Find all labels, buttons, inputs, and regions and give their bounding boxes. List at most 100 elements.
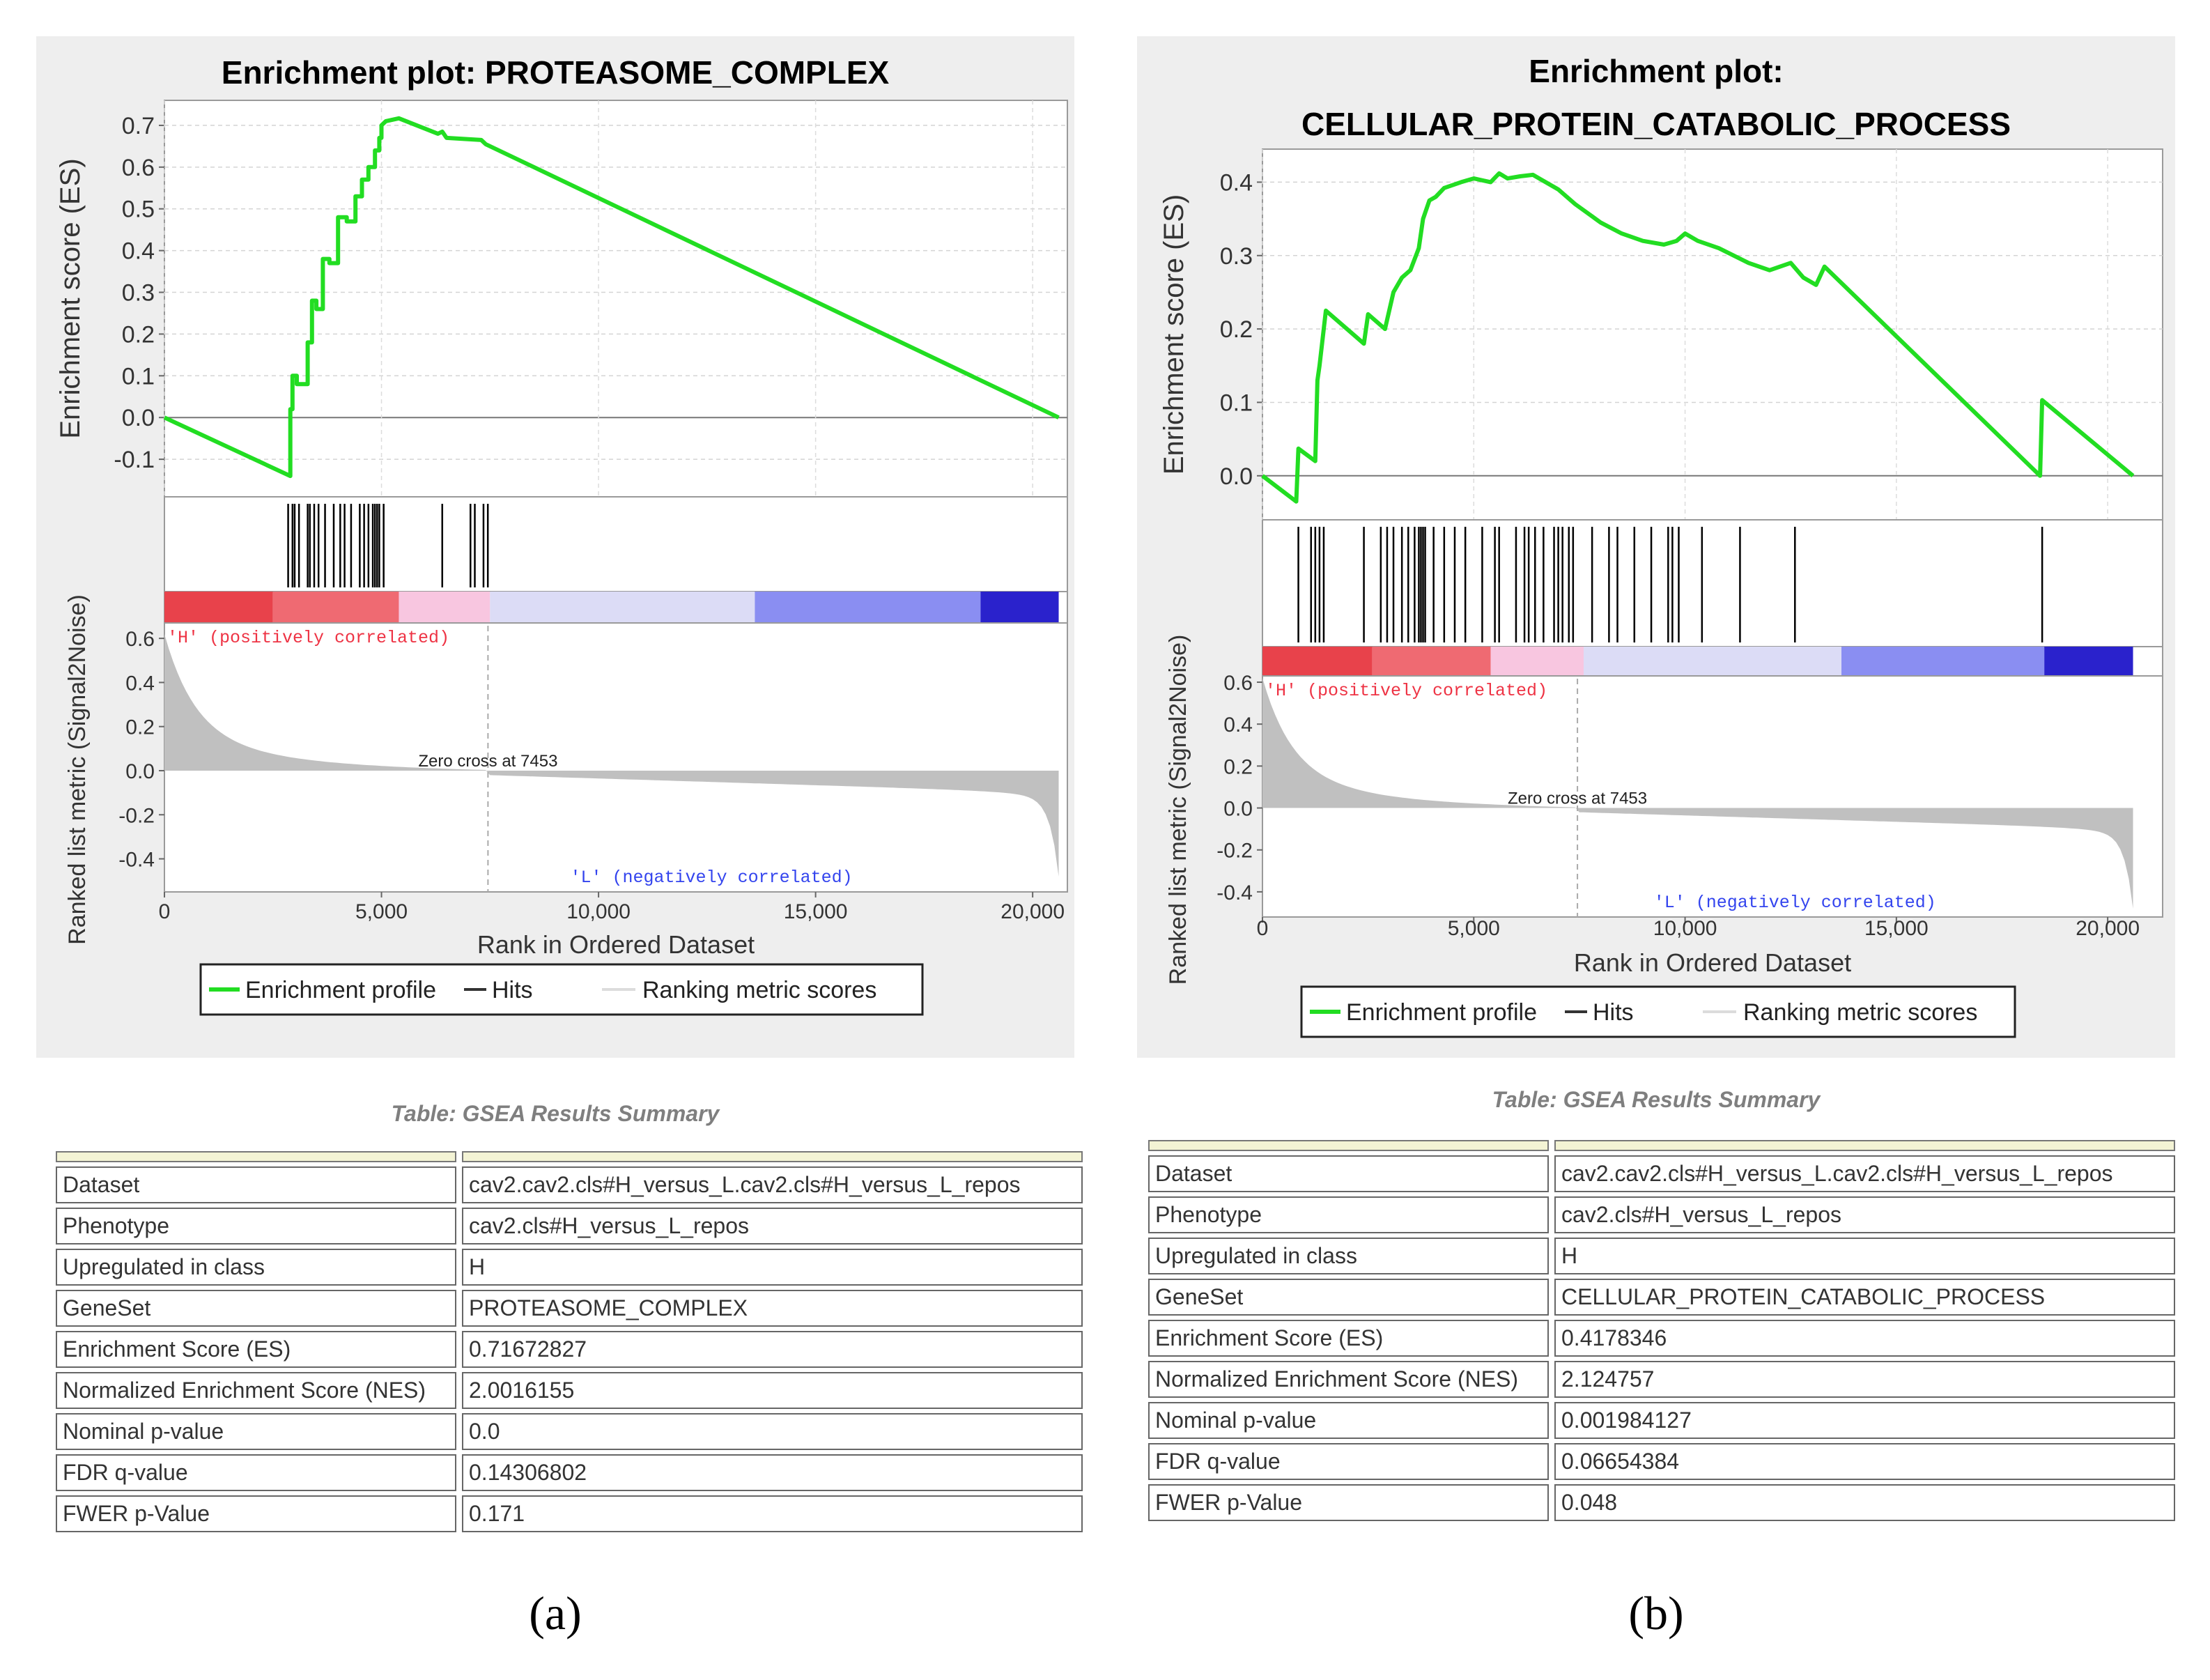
metric-axis-label: Ranked list metric (Signal2Noise) — [1165, 635, 1191, 985]
es-tick-label: 0.7 — [122, 113, 155, 139]
table-row-value: 2.0016155 — [462, 1372, 1083, 1409]
table-row-value: H — [462, 1249, 1083, 1286]
table-row-value: PROTEASOME_COMPLEX — [462, 1290, 1083, 1327]
metric-tick-label: -0.2 — [118, 804, 155, 827]
positive-label: 'H' (positively correlated) — [1265, 681, 1547, 701]
summary-table-a: Dataset cav2.cav2.cls#H_versus_L.cav2.cls… — [50, 1147, 1088, 1536]
table-row: Phenotype cav2.cls#H_versus_L_repos — [1148, 1196, 2175, 1233]
es-axis-label: Enrichment score (ES) — [55, 158, 86, 438]
table-row: FDR q-value 0.14306802 — [56, 1454, 1083, 1491]
negative-label: 'L' (negatively correlated) — [571, 868, 853, 888]
table-row-value: cav2.cls#H_versus_L_repos — [462, 1208, 1083, 1244]
table-row-value: 0.048 — [1554, 1484, 2175, 1521]
heatbar-segment — [164, 592, 273, 623]
table-row: Normalized Enrichment Score (NES) 2.00161… — [56, 1372, 1083, 1409]
panel-label-b: (b) — [1628, 1587, 1684, 1640]
table-row-value: 0.4178346 — [1554, 1320, 2175, 1357]
heatbar-segment — [755, 592, 981, 623]
metric-tick-label: 0.2 — [125, 716, 155, 739]
metric-tick-label: 0.6 — [1223, 672, 1253, 695]
enrichment-plot-b: Enrichment plot: CELLULAR_PROTEIN_CATABOL… — [1137, 36, 2175, 1058]
metric-tick-label: -0.4 — [118, 849, 155, 872]
table-row: Enrichment Score (ES) 0.4178346 — [1148, 1320, 2175, 1357]
table-row-label: Phenotype — [1148, 1196, 1549, 1233]
legend-hits-label: Hits — [1593, 999, 1634, 1026]
table-row-label: GeneSet — [1148, 1279, 1549, 1316]
table-row: FDR q-value 0.06654384 — [1148, 1443, 2175, 1480]
metric-tick-label: 0.4 — [1223, 714, 1253, 737]
table-row-value: cav2.cav2.cls#H_versus_L.cav2.cls#H_vers… — [462, 1166, 1083, 1203]
es-tick-label: 0.5 — [122, 196, 155, 223]
legend-metric-label: Ranking metric scores — [1743, 999, 1977, 1026]
es-tick-label: 0.4 — [1220, 169, 1253, 196]
metric-tick-label: 0.2 — [1223, 755, 1253, 778]
es-tick-label: -0.1 — [114, 447, 155, 473]
zero-cross-label: Zero cross at 7453 — [418, 752, 557, 771]
zero-cross-label: Zero cross at 7453 — [1508, 789, 1647, 808]
table-row-label: Nominal p-value — [1148, 1402, 1549, 1439]
x-tick-label: 10,000 — [1653, 917, 1717, 940]
heatbar-segment — [1583, 647, 1842, 676]
table-caption-a: Table: GSEA Results Summary — [391, 1101, 720, 1126]
metric-tick-label: 0.6 — [125, 628, 155, 651]
legend-box — [199, 963, 924, 1016]
table-row-label: Normalized Enrichment Score (NES) — [1148, 1361, 1549, 1398]
x-tick-label: 20,000 — [2076, 917, 2140, 940]
metric-axis-label: Ranked list metric (Signal2Noise) — [64, 594, 91, 945]
es-tick-label: 0.2 — [122, 321, 155, 348]
table-row: Dataset cav2.cav2.cls#H_versus_L.cav2.cls… — [1148, 1155, 2175, 1192]
table-row: FWER p-Value 0.048 — [1148, 1484, 2175, 1521]
metric-tick-label: -0.2 — [1216, 840, 1253, 863]
table-caption-b: Table: GSEA Results Summary — [1492, 1087, 1821, 1112]
enrichment-profile-line — [163, 116, 1060, 479]
metric-tick-label: 0.4 — [125, 672, 155, 695]
x-tick-label: 15,000 — [1864, 917, 1929, 940]
panel-label-a: (a) — [529, 1587, 582, 1640]
heatbar-segment — [1372, 647, 1491, 676]
table-row-value: CELLULAR_PROTEIN_CATABOLIC_PROCESS — [1554, 1279, 2175, 1316]
table-row-label: Phenotype — [56, 1208, 456, 1244]
enrichment-plot-a: Enrichment plot: PROTEASOME_COMPLEX -0.1 0… — [36, 36, 1074, 1058]
table-row-label: Nominal p-value — [56, 1413, 456, 1450]
table-row: GeneSet CELLULAR_PROTEIN_CATABOLIC_PROCES… — [1148, 1279, 2175, 1316]
chart-title: CELLULAR_PROTEIN_CATABOLIC_PROCESS — [1301, 106, 2011, 142]
table-header-cell — [462, 1151, 1083, 1162]
table-header-cell — [1554, 1140, 2175, 1151]
table-row: Nominal p-value 0.001984127 — [1148, 1402, 2175, 1439]
table-row: FWER p-Value 0.171 — [56, 1495, 1083, 1532]
table-row: Upregulated in class H — [56, 1249, 1083, 1286]
metric-tick-label: 0.0 — [125, 760, 155, 783]
es-axis-label: Enrichment score (ES) — [1159, 194, 1189, 475]
table-row-value: 0.14306802 — [462, 1454, 1083, 1491]
table-row-value: 0.001984127 — [1554, 1402, 2175, 1439]
x-tick-label: 15,000 — [784, 900, 848, 923]
es-tick-label: 0.0 — [122, 405, 155, 431]
table-row-label: Normalized Enrichment Score (NES) — [56, 1372, 456, 1409]
table-header-cell — [1148, 1140, 1549, 1151]
table-row: Dataset cav2.cav2.cls#H_versus_L.cav2.cls… — [56, 1166, 1083, 1203]
table-row: Nominal p-value 0.0 — [56, 1413, 1083, 1450]
enrichment-profile-line — [1261, 171, 2135, 504]
es-tick-label: 0.6 — [122, 155, 155, 181]
table-row: GeneSet PROTEASOME_COMPLEX — [56, 1290, 1083, 1327]
table-row-label: Upregulated in class — [56, 1249, 456, 1286]
table-row-label: Dataset — [56, 1166, 456, 1203]
table-row-value: 2.124757 — [1554, 1361, 2175, 1398]
heatbar-segment — [1490, 647, 1584, 676]
legend-hits-label: Hits — [492, 977, 533, 1003]
table-row-label: FDR q-value — [56, 1454, 456, 1491]
es-tick-label: 0.1 — [1220, 390, 1253, 416]
table-row: Normalized Enrichment Score (NES) 2.12475… — [1148, 1361, 2175, 1398]
table-row: Phenotype cav2.cls#H_versus_L_repos — [56, 1208, 1083, 1244]
legend-metric-label: Ranking metric scores — [642, 977, 876, 1003]
table-header-row — [1148, 1140, 2175, 1151]
table-row-label: GeneSet — [56, 1290, 456, 1327]
es-tick-label: 0.0 — [1220, 463, 1253, 490]
table-row-label: FDR q-value — [1148, 1443, 1549, 1480]
table-row: Enrichment Score (ES) 0.71672827 — [56, 1331, 1083, 1368]
heatbar-segment — [1841, 647, 2045, 676]
x-tick-label: 0 — [1257, 917, 1269, 940]
summary-table-b: Dataset cav2.cav2.cls#H_versus_L.cav2.cls… — [1143, 1136, 2181, 1525]
heatbar-segment — [2044, 647, 2133, 676]
table-row: Upregulated in class H — [1148, 1238, 2175, 1274]
